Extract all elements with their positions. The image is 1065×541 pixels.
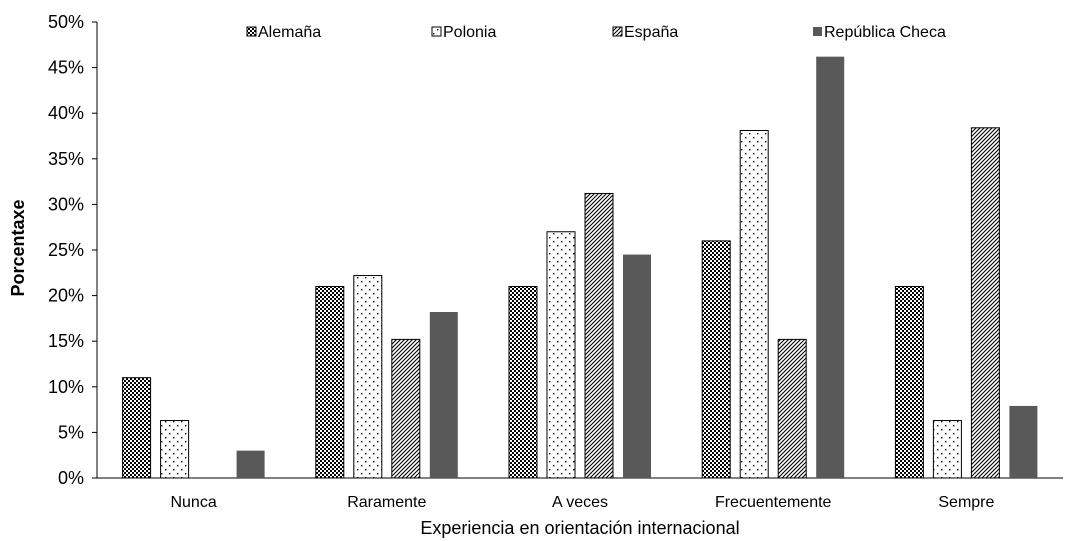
y-tick-label: 25%	[48, 240, 84, 260]
x-tick-label: A veces	[552, 494, 608, 511]
x-tick-label: Sempre	[938, 494, 994, 511]
bar	[970, 127, 1000, 479]
x-tick-label: Nunca	[170, 494, 216, 511]
bar	[701, 240, 731, 479]
y-tick-label: 10%	[48, 377, 84, 397]
bar	[739, 130, 769, 479]
x-axis-title: Experiencia en orientación internacional	[420, 518, 739, 538]
legend-label: Polonia	[443, 24, 496, 41]
y-tick-label: 30%	[48, 194, 84, 214]
legend-swatch	[431, 26, 442, 37]
y-tick-label: 15%	[48, 331, 84, 351]
legend-swatch	[246, 26, 257, 37]
y-tick-label: 40%	[48, 103, 84, 123]
y-tick-label: 5%	[58, 422, 84, 442]
y-tick-label: 35%	[48, 149, 84, 169]
bar	[315, 285, 345, 479]
x-tick-label: Frecuentemente	[715, 494, 832, 511]
legend-label: República Checa	[824, 24, 946, 41]
bar	[508, 285, 538, 479]
bar	[623, 254, 651, 478]
y-tick-label: 20%	[48, 286, 84, 306]
legend-swatch	[813, 27, 822, 36]
x-tick-label: Raramente	[347, 494, 426, 511]
legend-label: Alemaña	[258, 24, 321, 41]
bar	[894, 285, 924, 479]
bar	[122, 377, 152, 479]
bar	[546, 231, 576, 479]
legend-label: España	[624, 24, 678, 41]
bar	[391, 338, 421, 479]
y-tick-label: 0%	[58, 468, 84, 488]
bar	[777, 338, 807, 479]
y-tick-label: 45%	[48, 58, 84, 78]
y-tick-label: 50%	[48, 12, 84, 32]
bar	[160, 420, 190, 479]
bar	[353, 275, 383, 479]
bar	[1009, 405, 1038, 478]
legend-swatch	[612, 26, 623, 37]
bar	[236, 450, 265, 478]
bar	[816, 56, 845, 478]
y-axis-title: Porcentaxe	[8, 199, 28, 296]
bar	[932, 420, 962, 479]
bar	[429, 312, 458, 478]
bar	[584, 192, 614, 479]
